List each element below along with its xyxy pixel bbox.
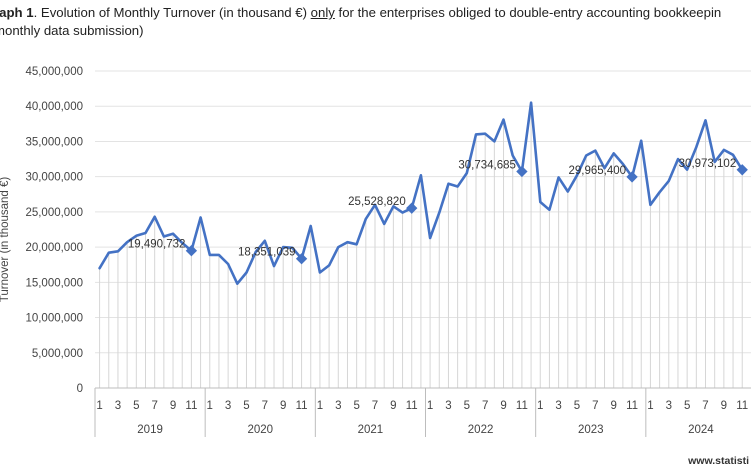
y-tick-label: 10,000,000 bbox=[25, 313, 83, 325]
x-tick-label: 3 bbox=[115, 400, 121, 412]
x-tick-label: 9 bbox=[500, 400, 506, 412]
x-tick-label: 7 bbox=[262, 400, 268, 412]
x-tick-label: 9 bbox=[280, 400, 286, 412]
data-marker bbox=[626, 171, 638, 183]
y-tick-label: 20,000,000 bbox=[25, 242, 83, 254]
x-tick-label: 3 bbox=[335, 400, 341, 412]
title-text-b: for the enterprises obliged to double-en… bbox=[334, 5, 722, 20]
x-tick-label: 11 bbox=[406, 400, 418, 412]
x-tick-label: 9 bbox=[610, 400, 616, 412]
x-tick-label: 1 bbox=[427, 400, 433, 412]
x-tick-label: 1 bbox=[207, 400, 213, 412]
year-label: 2023 bbox=[578, 424, 604, 436]
x-tick-label: 3 bbox=[445, 400, 451, 412]
data-marker bbox=[406, 202, 418, 214]
x-tick-label: 5 bbox=[574, 400, 580, 412]
data-label: 25,528,820 bbox=[348, 196, 406, 208]
year-label: 2019 bbox=[137, 424, 163, 436]
year-label: 2021 bbox=[358, 424, 384, 436]
data-marker bbox=[185, 245, 198, 257]
y-tick-label: 5,000,000 bbox=[32, 348, 83, 360]
x-tick-label: 11 bbox=[296, 400, 308, 412]
title-underlined: only bbox=[310, 5, 335, 20]
x-tick-label: 1 bbox=[647, 400, 653, 412]
y-tick-label: 25,000,000 bbox=[25, 207, 83, 219]
x-tick-label: 1 bbox=[96, 400, 102, 412]
title-line-2: monthly data submission) bbox=[0, 23, 144, 38]
x-tick-label: 5 bbox=[464, 400, 470, 412]
x-tick-label: 11 bbox=[736, 400, 748, 412]
x-tick-label: 7 bbox=[372, 400, 378, 412]
data-marker bbox=[736, 164, 748, 176]
data-label: 18,351,039 bbox=[238, 247, 296, 259]
y-axis-title: Turnover (in thousand €) bbox=[0, 177, 11, 303]
x-tick-label: 3 bbox=[555, 400, 561, 412]
y-tick-label: 35,000,000 bbox=[25, 136, 83, 148]
x-tick-label: 5 bbox=[684, 400, 690, 412]
x-tick-label: 1 bbox=[537, 400, 543, 412]
y-tick-label: 45,000,000 bbox=[25, 66, 83, 78]
title-text-a: . Evolution of Monthly Turnover (in thou… bbox=[33, 5, 311, 20]
x-tick-label: 11 bbox=[185, 400, 197, 412]
x-tick-label: 7 bbox=[482, 400, 488, 412]
data-label: 19,490,732 bbox=[128, 239, 186, 251]
data-label: 30,973,102 bbox=[679, 158, 737, 170]
y-tick-label: 0 bbox=[77, 383, 83, 395]
data-label: 29,965,400 bbox=[569, 165, 627, 177]
title-line-1: raph 1. Evolution of Monthly Turnover (i… bbox=[0, 4, 751, 22]
x-tick-label: 9 bbox=[390, 400, 396, 412]
x-tick-label: 5 bbox=[133, 400, 139, 412]
data-label: 30,734,685 bbox=[458, 159, 516, 171]
title-prefix: raph 1 bbox=[0, 5, 34, 20]
x-tick-label: 3 bbox=[666, 400, 672, 412]
x-tick-label: 7 bbox=[702, 400, 708, 412]
year-label: 2020 bbox=[247, 424, 273, 436]
x-tick-label: 5 bbox=[243, 400, 249, 412]
source-label: www.statisti bbox=[688, 455, 749, 467]
y-tick-label: 40,000,000 bbox=[25, 101, 83, 113]
chart-title: raph 1. Evolution of Monthly Turnover (i… bbox=[0, 4, 751, 40]
x-tick-label: 9 bbox=[721, 400, 727, 412]
x-tick-label: 1 bbox=[317, 400, 323, 412]
x-tick-label: 5 bbox=[353, 400, 359, 412]
series-line bbox=[98, 101, 744, 286]
y-tick-label: 15,000,000 bbox=[25, 277, 83, 289]
x-tick-label: 11 bbox=[626, 400, 638, 412]
x-tick-label: 9 bbox=[170, 400, 176, 412]
y-tick-label: 30,000,000 bbox=[25, 172, 83, 184]
data-marker bbox=[516, 165, 528, 178]
year-label: 2024 bbox=[688, 424, 714, 436]
x-tick-label: 11 bbox=[516, 400, 528, 412]
x-tick-label: 7 bbox=[592, 400, 598, 412]
x-tick-label: 7 bbox=[151, 400, 157, 412]
year-label: 2022 bbox=[468, 424, 494, 436]
x-tick-label: 3 bbox=[225, 400, 231, 412]
